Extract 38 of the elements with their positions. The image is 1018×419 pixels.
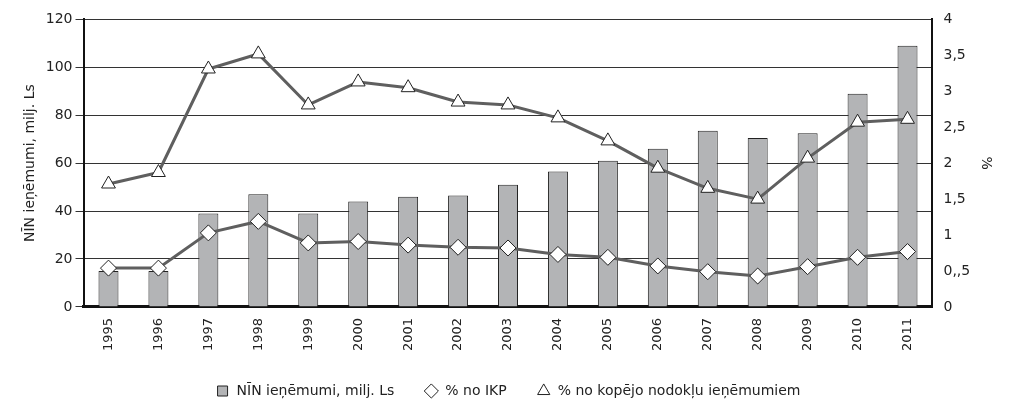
y2-tick-label: 1,5 bbox=[943, 189, 966, 206]
x-tick-label: 2009 bbox=[799, 317, 815, 352]
x-tick-label: 1996 bbox=[149, 317, 165, 352]
y-tick-label: 100 bbox=[45, 57, 73, 74]
y2-tick-label: 0 bbox=[943, 297, 953, 314]
y2-tick-label: 0,,5 bbox=[943, 261, 971, 278]
y2-axis-title: % bbox=[978, 156, 995, 170]
x-tick-label: 1997 bbox=[199, 317, 215, 352]
y-tick-label: 0 bbox=[63, 297, 73, 314]
x-tick-label: 2006 bbox=[649, 317, 665, 352]
y-tick-label: 60 bbox=[54, 153, 73, 170]
x-tick-label: 2007 bbox=[699, 317, 715, 352]
x-tick-label: 2008 bbox=[749, 317, 765, 352]
y2-tick-label: 1 bbox=[943, 225, 953, 242]
x-tick-label: 2004 bbox=[549, 317, 565, 352]
y2-tick-label: 3 bbox=[943, 81, 953, 98]
x-tick-label: 2003 bbox=[499, 317, 515, 352]
x-tick-label: 2002 bbox=[449, 317, 465, 352]
x-tick-label: 1998 bbox=[249, 317, 265, 352]
legend-label: NĪN ieņēmumi, milj. Ls bbox=[236, 381, 395, 399]
x-tick-label: 2001 bbox=[399, 317, 415, 352]
y-tick-label: 20 bbox=[54, 249, 73, 266]
y-tick-label: 120 bbox=[45, 10, 73, 27]
x-tick-label: 1999 bbox=[299, 317, 315, 352]
legend-label: % no kopējo nodokļu ieņēmumiem bbox=[557, 381, 801, 399]
y2-tick-label: 2,5 bbox=[943, 117, 966, 134]
x-tick-label: 2011 bbox=[898, 317, 914, 352]
y2-tick-label: 4 bbox=[943, 10, 953, 27]
y-axis-title: NĪN ieņēmumi, milj. Ls bbox=[21, 84, 39, 243]
x-tick-label: 2005 bbox=[599, 317, 615, 352]
y2-tick-label: 3,5 bbox=[943, 45, 966, 62]
y-tick-label: 80 bbox=[54, 105, 73, 122]
y-tick-label: 40 bbox=[54, 201, 73, 218]
legend-label: % no IKP bbox=[445, 381, 507, 398]
x-tick-label: 2000 bbox=[349, 317, 365, 352]
x-tick-label: 1995 bbox=[99, 317, 115, 352]
x-tick-label: 2010 bbox=[848, 317, 864, 352]
y2-tick-label: 2 bbox=[943, 153, 953, 170]
